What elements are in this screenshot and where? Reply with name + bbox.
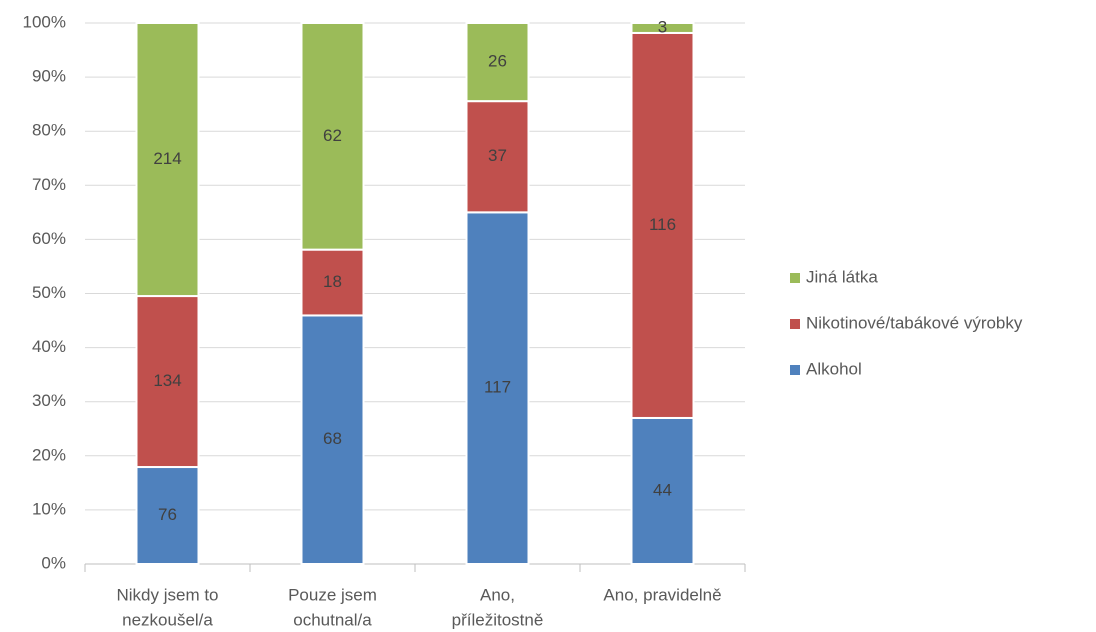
x-tick-label: Pouze jsem bbox=[288, 585, 377, 604]
bar-segment bbox=[630, 416, 695, 565]
y-tick-label: 10% bbox=[32, 499, 66, 518]
data-label: 214 bbox=[153, 149, 181, 168]
legend-label: Jiná látka bbox=[806, 267, 878, 286]
data-label: 62 bbox=[323, 126, 342, 145]
y-tick-label: 90% bbox=[32, 67, 66, 86]
x-tick-label: nezkoušel/a bbox=[122, 610, 213, 629]
x-tick-label: Nikdy jsem to bbox=[116, 585, 218, 604]
data-label: 134 bbox=[153, 371, 181, 390]
x-tick-label: Ano, pravidelně bbox=[603, 585, 721, 604]
bar-segment bbox=[135, 22, 200, 298]
y-tick-label: 30% bbox=[32, 391, 66, 410]
y-tick-label: 20% bbox=[32, 445, 66, 464]
legend-swatch bbox=[790, 273, 800, 283]
y-tick-label: 40% bbox=[32, 337, 66, 356]
x-tick-label: Ano, bbox=[480, 585, 515, 604]
y-tick-label: 50% bbox=[32, 283, 66, 302]
legend-label: Nikotinové/tabákové výrobky bbox=[806, 313, 1023, 332]
x-tick-label: ochutnal/a bbox=[293, 610, 372, 629]
data-label: 18 bbox=[323, 272, 342, 291]
data-label: 117 bbox=[484, 378, 511, 397]
bar-segment bbox=[465, 100, 530, 214]
y-tick-label: 70% bbox=[32, 175, 66, 194]
bar-segment bbox=[300, 314, 365, 565]
data-label: 68 bbox=[323, 429, 342, 448]
data-label: 76 bbox=[158, 505, 177, 524]
y-tick-label: 80% bbox=[32, 121, 66, 140]
y-tick-label: 100% bbox=[23, 12, 66, 31]
legend-swatch bbox=[790, 319, 800, 329]
data-label: 3 bbox=[658, 17, 667, 36]
bar-segment bbox=[300, 248, 365, 317]
bar-segment bbox=[630, 22, 695, 34]
bar-segment bbox=[135, 295, 200, 469]
data-label: 37 bbox=[488, 146, 507, 165]
y-tick-label: 0% bbox=[41, 553, 66, 572]
data-label: 116 bbox=[649, 215, 676, 234]
y-tick-label: 60% bbox=[32, 229, 66, 248]
legend-swatch bbox=[790, 365, 800, 375]
bar-segment bbox=[300, 22, 365, 251]
data-label: 44 bbox=[653, 480, 672, 499]
x-tick-label: příležitostně bbox=[452, 610, 544, 629]
bar-segment bbox=[465, 22, 530, 103]
legend-label: Alkohol bbox=[806, 359, 862, 378]
data-label: 26 bbox=[488, 52, 507, 71]
bar-segment bbox=[135, 466, 200, 565]
